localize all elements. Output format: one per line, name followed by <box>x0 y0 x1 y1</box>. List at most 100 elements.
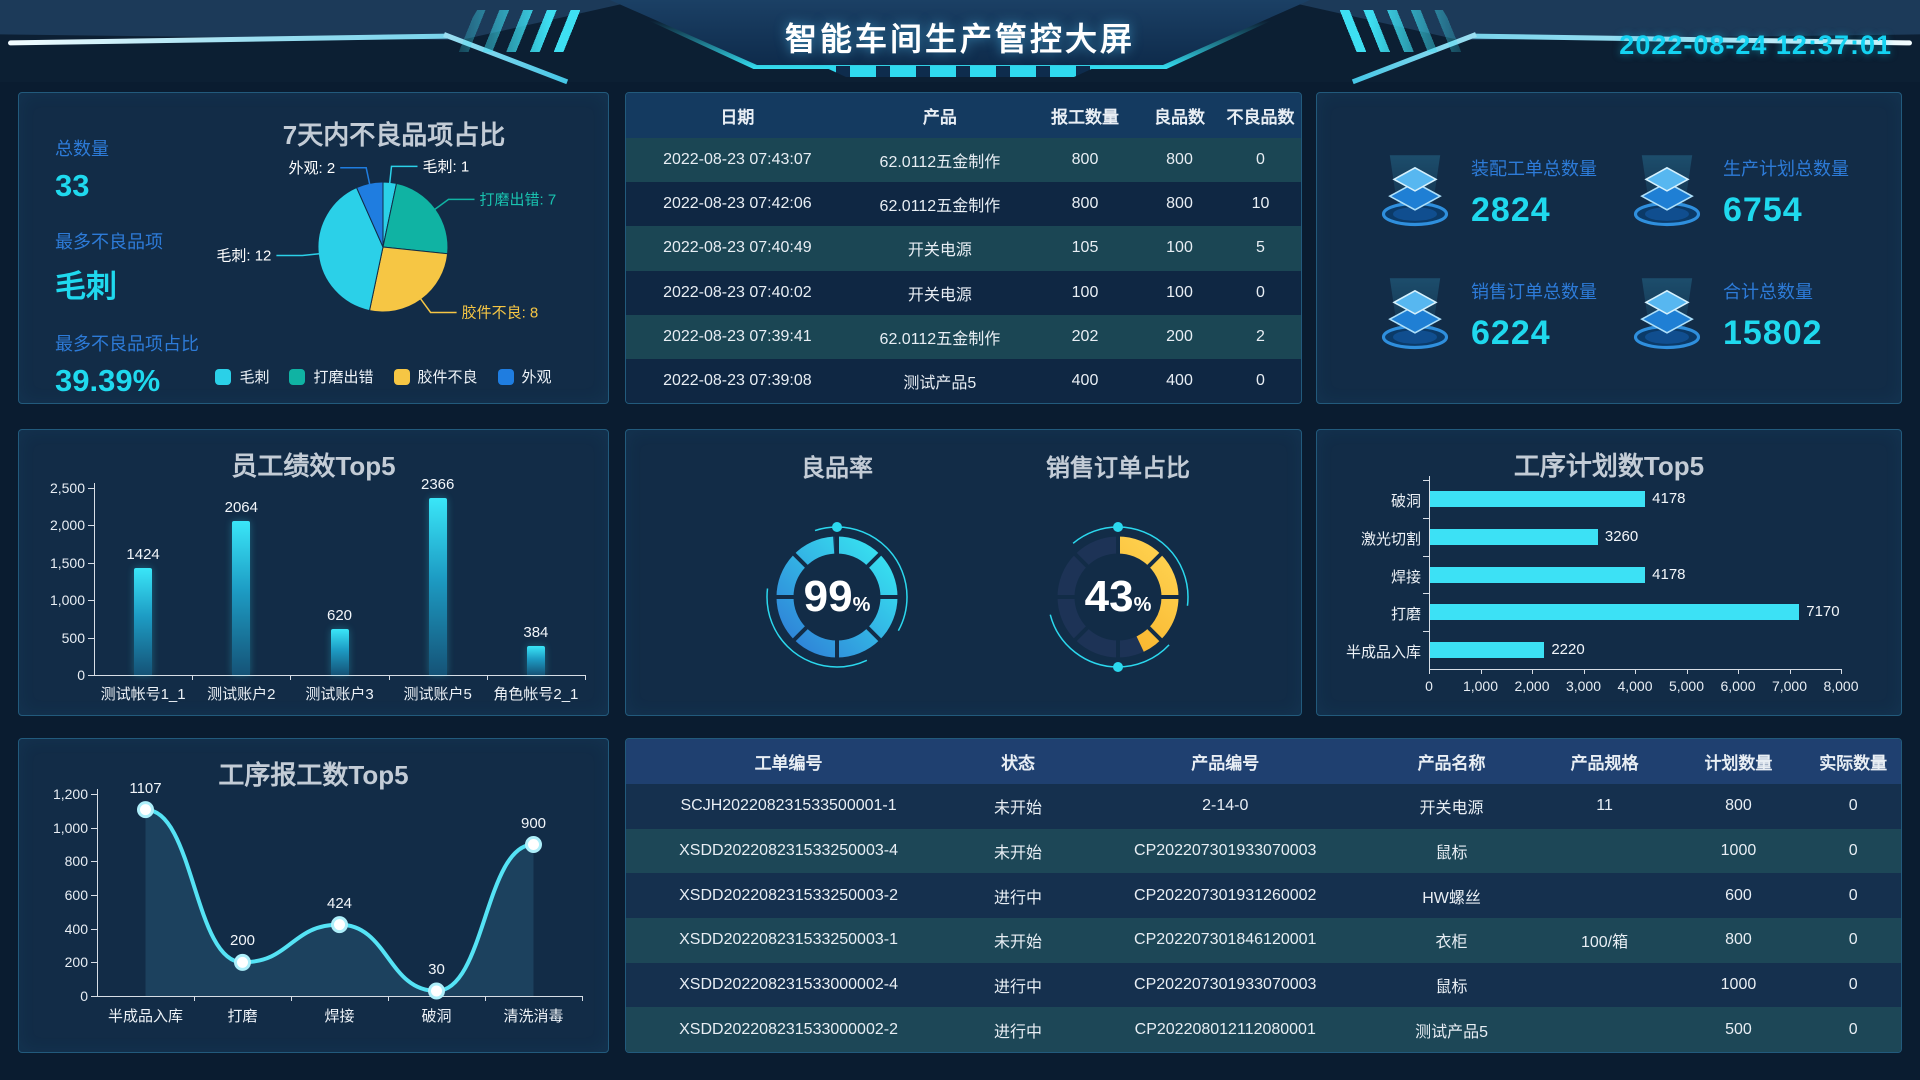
table-cell: 400 <box>1071 371 1099 389</box>
table-cell: 0 <box>1848 1020 1858 1038</box>
bar-value-label: 2064 <box>224 498 258 516</box>
bar-value-label: 7170 <box>1806 603 1840 621</box>
table-cell: 105 <box>1071 239 1099 257</box>
table-header-cell: 产品规格 <box>1570 754 1639 773</box>
y-tick-label: 600 <box>64 887 88 903</box>
y-tick <box>91 794 97 795</box>
bar-value-label: 384 <box>523 624 549 642</box>
y-tick <box>91 827 97 829</box>
table-cell: 测试产品5 <box>903 374 977 392</box>
panel-perf-chart: 员工绩效Top5 0 500 1,000 1,500 2,000 2,500 1424 测试帐… <box>18 429 609 716</box>
bar <box>330 628 349 675</box>
bar-value-label: 2220 <box>1551 641 1585 659</box>
legend-label: 外观 <box>521 369 552 386</box>
table-cell: CP202207301846120001 <box>1134 931 1317 949</box>
pie-label: 毛刺: 12 <box>216 248 271 265</box>
x-tick <box>486 675 488 680</box>
panel-gauges: 良品率 销售订单占比 99% 43% <box>625 429 1302 716</box>
x-tick-label: 6,000 <box>1720 678 1756 694</box>
proc-line-chart: 0 200 400 600 800 1,000 1,200 1107 半成品入库 200 打磨 42… <box>19 739 608 1052</box>
table-header-cell: 不良品数 <box>1226 108 1295 127</box>
stat-cards: 装配工单总数量 2824 生产计划总数量 6754 销售订单总数量 6224 合… <box>1317 93 1901 403</box>
table-cell: 鼠标 <box>1435 845 1468 862</box>
x-tick <box>388 675 390 680</box>
y-tick-label: 1,000 <box>49 592 85 609</box>
data-point <box>331 916 348 934</box>
bar <box>1430 604 1800 621</box>
y-tick <box>88 637 94 639</box>
table-row: 2022-08-23 07:39:08 测试产品5 400 400 0 <box>626 358 1301 403</box>
table-header-cell: 工单编号 <box>754 754 823 773</box>
gauge-chart <box>1047 522 1189 672</box>
chart-title: 工序计划数Top5 <box>1513 451 1705 481</box>
stat-total: 总数量 33 <box>55 139 109 203</box>
x-tick <box>291 996 292 1001</box>
table-row: XSDD202208231533000002-2 进行中 CP20220801211… <box>626 1007 1901 1052</box>
page-title: 智能车间生产管控大屏 <box>784 21 1135 57</box>
x-tick <box>1686 669 1688 674</box>
table-cell: 开关电源 <box>907 242 972 260</box>
stat-top-defect-ratio: 最多不良品项占比 39.39% <box>55 334 199 398</box>
chart-title: 员工绩效Top5 <box>231 451 396 481</box>
x-tick-label: 5,000 <box>1668 678 1705 694</box>
y-category-label: 焊接 <box>1390 568 1421 586</box>
gauge-dot <box>1113 662 1123 672</box>
table-cell: 0 <box>1848 886 1858 904</box>
layers-icon <box>1633 154 1701 226</box>
table-cell: 2 <box>1256 327 1265 345</box>
table-cell: 800 <box>1071 195 1099 213</box>
table-cell: XSDD202208231533250003-2 <box>679 886 898 904</box>
legend-swatch <box>393 368 410 385</box>
perf-bar-chart: 0 500 1,000 1,500 2,000 2,500 1424 测试帐号1_1 2064 测… <box>19 430 608 715</box>
gauge-value: 99% <box>803 572 871 621</box>
bar <box>1430 566 1646 583</box>
x-category-label: 半成品入库 <box>107 1008 183 1025</box>
chart-title: 7天内不良品项占比 <box>282 120 506 150</box>
panel-defect-ratio: 7天内不良品项占比 总数量 33 最多不良品项 毛刺 最多不良品项占比 39.3… <box>18 92 609 404</box>
x-tick-label: 7,000 <box>1771 678 1808 694</box>
data-point <box>525 836 542 853</box>
stat-card-label: 合计总数量 <box>1723 282 1813 302</box>
table-row: 2022-08-23 07:39:41 62.0112五金制作 202 200 2 <box>626 314 1301 359</box>
stat-card-value: 15802 <box>1723 314 1823 352</box>
table-cell: CP202207301933070003 <box>1134 842 1317 859</box>
table-row: XSDD202208231533250003-2 进行中 CP20220730193… <box>626 873 1901 919</box>
y-tick-label: 2,500 <box>49 480 85 496</box>
x-tick-label: 3,000 <box>1565 678 1602 694</box>
pie-leader-line <box>340 167 371 185</box>
x-tick <box>1532 669 1533 674</box>
table-row: 2022-08-23 07:40:02 开关电源 100 100 0 <box>626 270 1301 315</box>
panel-order-stats: 装配工单总数量 2824 生产计划总数量 6754 销售订单总数量 6224 合… <box>1316 92 1902 404</box>
table-cell: 800 <box>1725 931 1752 949</box>
table-header-cell: 良品数 <box>1154 108 1205 127</box>
y-tick-label: 0 <box>80 988 88 1004</box>
y-category-label: 激光切割 <box>1360 530 1421 548</box>
pie-label: 胶件不良: 8 <box>462 305 539 322</box>
table-cell: 1000 <box>1720 842 1757 859</box>
table-cell: CP202207301931260002 <box>1134 886 1317 904</box>
x-tick <box>290 675 292 680</box>
line-chart-svg <box>137 801 542 1000</box>
table-cell: 0 <box>1848 797 1858 815</box>
point-value-label: 1107 <box>129 779 162 797</box>
y-tick <box>88 562 94 564</box>
table-cell: 测试产品5 <box>1415 1023 1489 1041</box>
stat-top-defect: 最多不良品项 毛刺 <box>55 232 163 304</box>
gauge-divider <box>1071 550 1092 571</box>
x-tick <box>194 996 195 1001</box>
report-table: 日期 产品 报工数量 良品数 不良品数 2022-08-23 07:43:07 62.011… <box>626 93 1301 403</box>
table-cell: 202 <box>1071 327 1099 345</box>
point-value-label: 200 <box>229 932 256 950</box>
x-tick <box>1789 669 1791 674</box>
pie-leader-line <box>276 252 320 257</box>
bar-value-label: 1424 <box>126 546 160 564</box>
legend-swatch <box>289 368 306 385</box>
table-cell: 800 <box>1071 151 1099 169</box>
table-cell: 2022-08-23 07:39:08 <box>663 371 812 389</box>
stat-card-label: 装配工单总数量 <box>1471 159 1597 179</box>
table-cell: 进行中 <box>994 1023 1043 1041</box>
legend-swatch <box>497 368 514 385</box>
x-category-label: 清洗消毒 <box>503 1008 564 1025</box>
x-category-label: 测试账户3 <box>305 686 374 703</box>
